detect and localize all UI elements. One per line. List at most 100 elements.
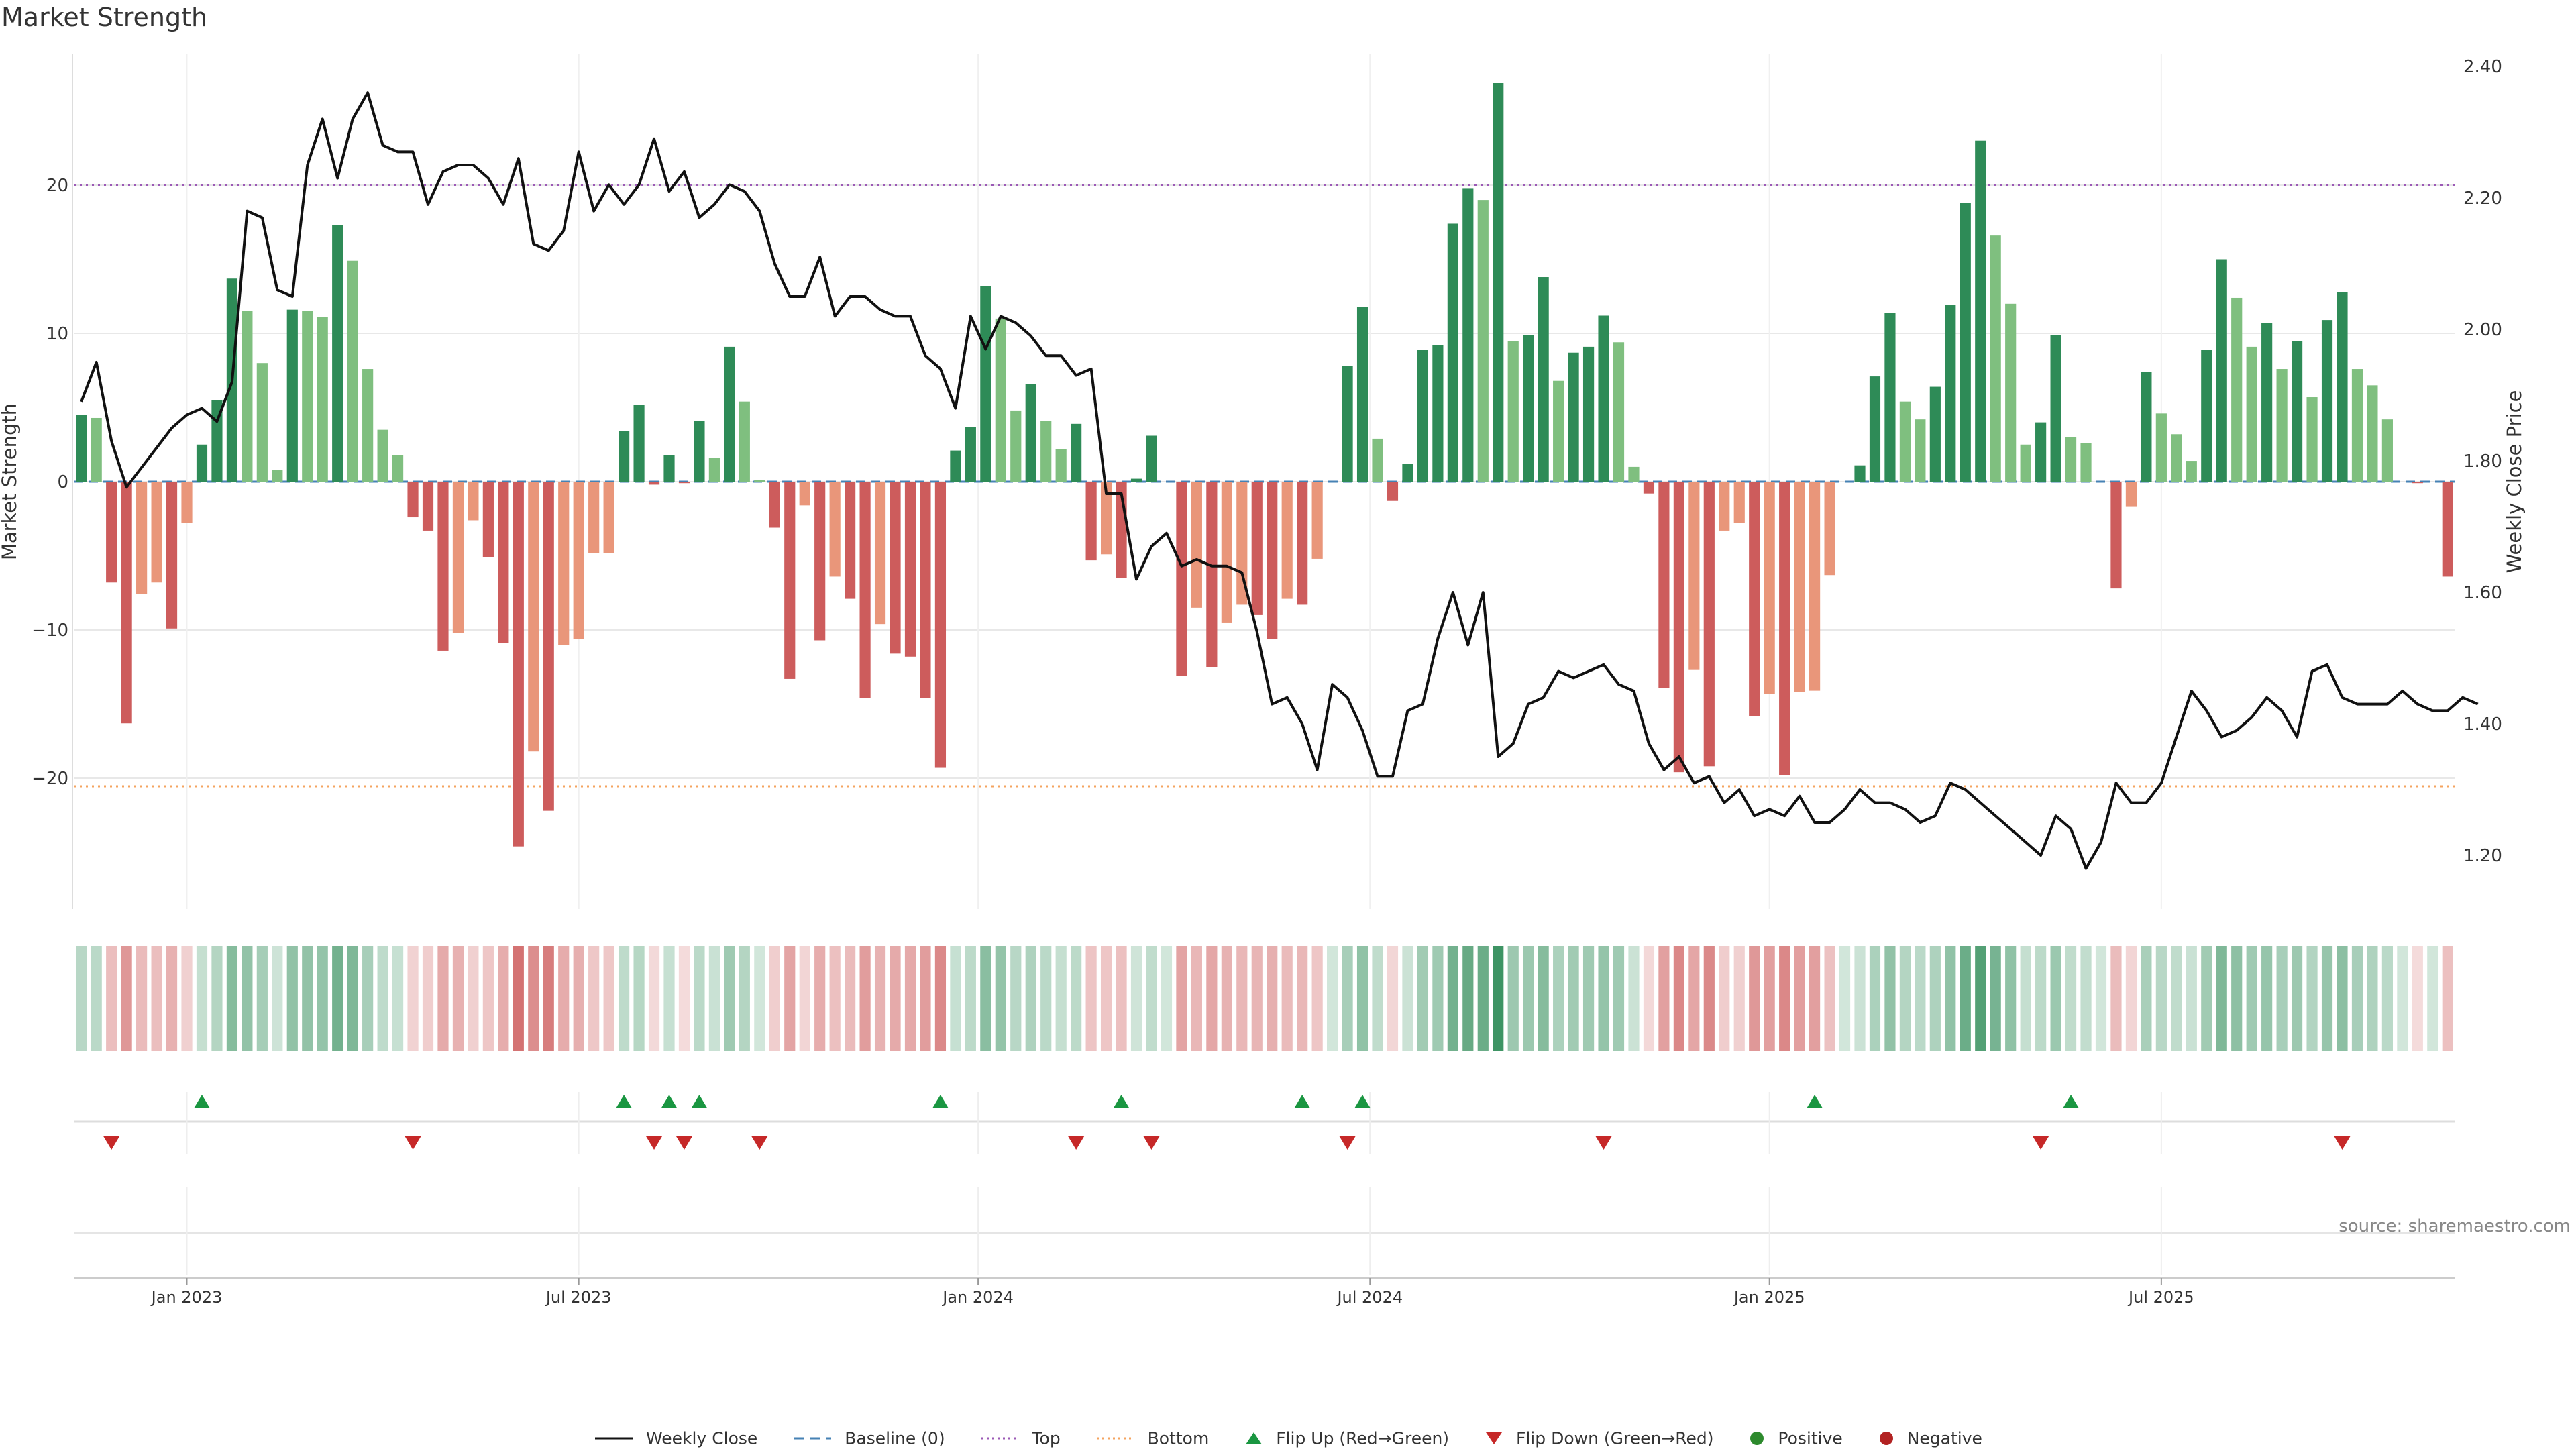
heatmap-cell	[513, 946, 524, 1051]
legend-item-positive[interactable]: Positive	[1748, 1428, 1843, 1448]
heatmap-cell	[1116, 946, 1127, 1051]
legend-label: Flip Up (Red→Green)	[1276, 1428, 1450, 1448]
strength-bar	[2186, 461, 2197, 482]
strength-bar	[1749, 482, 1760, 716]
strength-bar	[2381, 419, 2393, 482]
heatmap-cell	[1628, 946, 1640, 1051]
heatmap-cell	[950, 946, 961, 1051]
strength-bar	[1658, 482, 1670, 688]
strength-bar	[739, 401, 750, 482]
heatmap-cell	[151, 946, 162, 1051]
legend-item-baseline[interactable]: Baseline (0)	[792, 1428, 945, 1448]
strength-bar	[1553, 380, 1564, 482]
heatmap-cell	[1899, 946, 1911, 1051]
heatmap-cell	[769, 946, 780, 1051]
strength-bar	[437, 482, 449, 651]
strength-bar	[1432, 345, 1444, 482]
heatmap-cell	[1342, 946, 1353, 1051]
legend-item-flip-up[interactable]: Flip Up (Red→Green)	[1244, 1428, 1449, 1448]
strength-bar	[1493, 83, 1504, 482]
strength-bar	[784, 482, 796, 679]
strength-bar	[2050, 335, 2061, 482]
heatmap-cell	[1915, 946, 1926, 1051]
strength-bar	[633, 405, 645, 482]
flip-down-marker	[1339, 1136, 1356, 1150]
heatmap-cell	[196, 946, 208, 1051]
strength-bar	[1854, 465, 1866, 482]
heatmap-cell	[633, 946, 645, 1051]
strength-bar	[1990, 235, 2001, 482]
legend-item-negative[interactable]: Negative	[1878, 1428, 1982, 1448]
strength-bar	[332, 225, 343, 482]
heatmap-cell	[91, 946, 102, 1051]
heatmap-cell	[1523, 946, 1534, 1051]
heatmap-cell	[2065, 946, 2077, 1051]
heatmap-cell	[1372, 946, 1383, 1051]
legend-item-bottom[interactable]: Bottom	[1095, 1428, 1210, 1448]
strength-bar	[1703, 482, 1715, 767]
heatmap-cell	[286, 946, 298, 1051]
weekly-close-line	[80, 91, 2479, 870]
heatmap-cell	[1854, 946, 1866, 1051]
strength-bar	[1975, 140, 1986, 482]
strength-bar	[1568, 352, 1579, 482]
heatmap-cell	[422, 946, 434, 1051]
strength-bar	[1236, 482, 1248, 605]
flip-up-marker	[616, 1095, 633, 1108]
strength-bar	[91, 417, 102, 482]
strength-bar	[2261, 323, 2273, 482]
strength-bar	[1945, 305, 1956, 482]
legend-item-weekly-close[interactable]: Weekly Close	[594, 1428, 757, 1448]
strength-bar	[799, 482, 810, 506]
strength-bar	[2216, 259, 2227, 482]
legend-item-top[interactable]: Top	[980, 1428, 1061, 1448]
x-axis: Jan 2023 Jul 2023 Jan 2024 Jul 2024 Jan 2025…	[74, 1277, 2455, 1307]
heatmap-cell	[980, 946, 991, 1051]
heatmap-cell	[1327, 946, 1338, 1051]
y-tick-label-left: 10	[46, 324, 68, 344]
strength-bar	[377, 429, 388, 482]
strength-bar	[1100, 482, 1112, 555]
heatmap-cell	[694, 946, 705, 1051]
strength-bar	[859, 482, 871, 698]
strength-bar	[482, 482, 494, 557]
strength-bar	[1025, 384, 1036, 482]
heatmap-cell	[1221, 946, 1232, 1051]
heatmap-cell	[543, 946, 554, 1051]
strength-bar	[1311, 482, 1323, 559]
heatmap-cell	[1130, 946, 1142, 1051]
heatmap-cell	[452, 946, 464, 1051]
heatmap-cell	[1176, 946, 1187, 1051]
legend-item-flip-down[interactable]: Flip Down (Green→Red)	[1484, 1428, 1714, 1448]
strength-bar	[2321, 320, 2333, 482]
heatmap-cell	[1945, 946, 1956, 1051]
heatmap-cell	[2201, 946, 2212, 1051]
strength-bar	[1447, 223, 1458, 482]
heatmap-cell	[2276, 946, 2288, 1051]
strength-bar	[2171, 434, 2182, 482]
heatmap-cell	[2321, 946, 2333, 1051]
strength-bar	[588, 482, 600, 553]
heatmap-cell	[1206, 946, 1218, 1051]
x-tick-label: Jul 2025	[2127, 1288, 2194, 1307]
strength-bar	[2110, 482, 2122, 589]
strength-bar	[241, 311, 253, 482]
strength-bar	[980, 286, 991, 482]
strength-bar	[950, 450, 961, 482]
strength-bar	[1869, 376, 1881, 482]
strength-bar	[452, 482, 464, 633]
heatmap-cell	[1733, 946, 1745, 1051]
strength-bar	[2337, 292, 2348, 482]
heatmap-cell	[226, 946, 238, 1051]
heatmap-cell	[1643, 946, 1655, 1051]
strength-bar	[302, 311, 313, 482]
heatmap-cell	[799, 946, 810, 1051]
strength-bar	[1251, 482, 1263, 615]
legend-label: Positive	[1778, 1428, 1843, 1448]
heatmap-cell	[1929, 946, 1941, 1051]
strength-bar	[769, 482, 780, 528]
strength-bar	[965, 427, 976, 482]
legend-label: Bottom	[1147, 1428, 1210, 1448]
heatmap-cell	[2110, 946, 2122, 1051]
strength-bar	[1356, 307, 1368, 482]
